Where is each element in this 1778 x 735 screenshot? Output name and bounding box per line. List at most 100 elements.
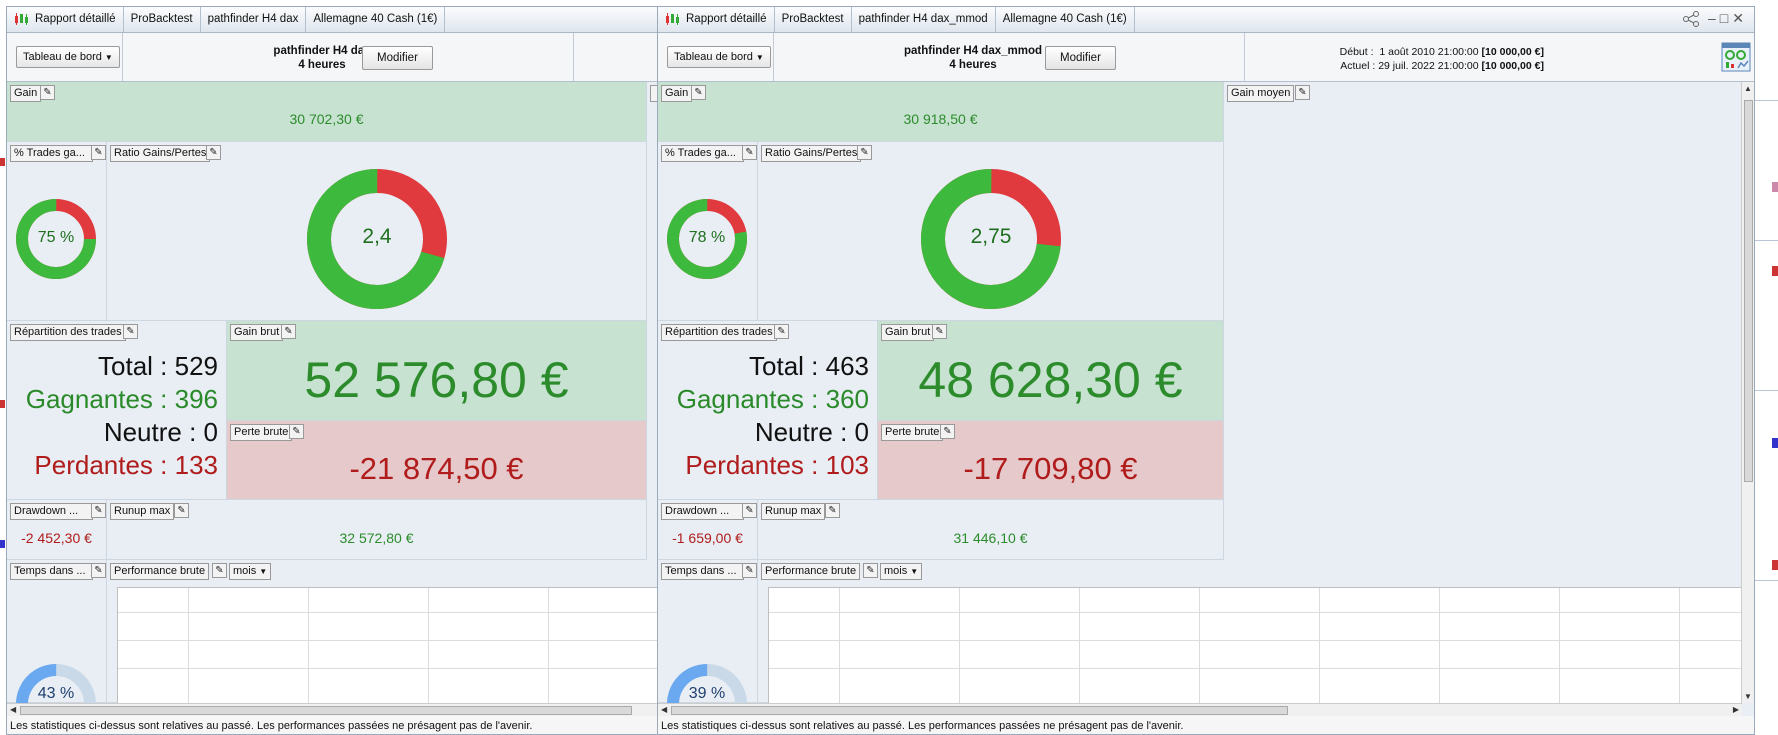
wrench-icon[interactable]: ✎ <box>742 145 757 160</box>
dropdown-arrow-icon: ▼ <box>755 53 764 62</box>
wrench-icon[interactable]: ✎ <box>825 503 840 518</box>
wrench-icon[interactable]: ✎ <box>940 424 955 439</box>
wrench-icon[interactable]: ✎ <box>91 145 106 160</box>
chart-marker <box>1772 438 1778 448</box>
modify-button[interactable]: Modifier <box>1045 46 1116 70</box>
chart-marker <box>0 158 5 166</box>
panel-title: Gain <box>661 85 693 102</box>
wrench-icon[interactable]: ✎ <box>1295 85 1310 100</box>
panel-title: Drawdown ... <box>10 503 93 520</box>
horizontal-scrollbar[interactable]: ◀ ▶ <box>658 703 1742 716</box>
panel-title: Perte brute <box>230 424 293 441</box>
perte-brute-value: -21 874,50 € <box>349 451 524 486</box>
gain-brut-value: 48 628,30 € <box>918 352 1183 408</box>
minimize-icon[interactable]: – <box>1708 10 1720 26</box>
wrench-icon[interactable]: ✎ <box>91 503 106 518</box>
panel-temps: Temps dans ... ✎ 43 % <box>7 560 107 703</box>
tab-rapport-detaille[interactable]: Rapport détaillé <box>658 7 775 32</box>
tab-probacktest[interactable]: ProBacktest <box>775 7 852 32</box>
panel-ratio: Ratio Gains/Pertes ✎ 2,75 <box>758 142 1224 321</box>
scroll-thumb[interactable] <box>671 706 1288 715</box>
panel-repartition: Répartition des trades ✎ Total : 463 Gag… <box>658 321 878 500</box>
vertical-scrollbar[interactable]: ▲ ▼ <box>1741 82 1754 703</box>
ratio-value: 2,4 <box>362 225 392 248</box>
wrench-icon[interactable]: ✎ <box>742 503 757 518</box>
panel-runup: Runup max ✎ 32 572,80 € <box>107 500 647 560</box>
gain-value: 30 702,30 € <box>289 111 364 127</box>
panel-title: Temps dans ... <box>10 563 93 580</box>
horizontal-scrollbar[interactable]: ◀ <box>7 703 657 716</box>
tab-rapport-detaille[interactable]: Rapport détaillé <box>7 7 124 32</box>
report-window-2: Rapport détaillé ProBacktest pathfinder … <box>657 6 1755 735</box>
share-icon[interactable] <box>1682 11 1700 28</box>
tab-instrument[interactable]: Allemagne 40 Cash (1€) <box>996 7 1135 32</box>
panel-temps: Temps dans ... ✎ 39 % <box>658 560 758 703</box>
time-in-market-value: 43 % <box>37 685 75 702</box>
title-bar: Rapport détaillé ProBacktest pathfinder … <box>7 7 657 33</box>
wrench-icon[interactable]: ✎ <box>174 503 189 518</box>
strategy-info: pathfinder H4 dax 4 heures <box>257 44 387 72</box>
losses-row: Perdantes : 103 <box>685 450 869 480</box>
wrench-icon[interactable]: ✎ <box>863 563 878 578</box>
repartition-list: Total : 463 Gagnantes : 360 Neutre : 0 P… <box>677 350 869 482</box>
ratio-donut <box>307 169 447 309</box>
panel-gain-brut: Gain brut ✎ 52 576,80 € <box>227 321 647 421</box>
panel-performance: Performance brute ✎ mois ▼ <box>107 560 657 703</box>
panel-title: Gain moyen <box>1227 85 1295 102</box>
panel-title: % Trades ga... <box>661 145 744 162</box>
dashboard-icon[interactable] <box>1721 42 1751 72</box>
wrench-icon[interactable]: ✎ <box>212 563 227 578</box>
wrench-icon[interactable]: ✎ <box>774 324 789 339</box>
panel-title: % Trades ga... <box>10 145 93 162</box>
panel-drawdown: Drawdown ... ✎ -1 659,00 € <box>658 500 758 560</box>
win-rate-donut <box>16 199 96 279</box>
wrench-icon[interactable]: ✎ <box>40 85 55 100</box>
period-dropdown[interactable]: mois ▼ <box>229 563 272 580</box>
tab-instrument[interactable]: Allemagne 40 Cash (1€) <box>306 7 446 32</box>
wrench-icon[interactable]: ✎ <box>91 563 106 578</box>
dashboard-dropdown[interactable]: Tableau de bord ▼ <box>667 46 771 68</box>
strategy-name: pathfinder H4 dax_mmod <box>903 45 1043 57</box>
wrench-icon[interactable]: ✎ <box>206 145 221 160</box>
panel-title: Temps dans ... <box>661 563 744 580</box>
wrench-icon[interactable]: ✎ <box>123 324 138 339</box>
panel-title: Gain <box>10 85 42 102</box>
dashboard-dropdown[interactable]: Tableau de bord ▼ <box>16 46 120 68</box>
panel-title: Répartition des trades <box>10 324 126 341</box>
wrench-icon[interactable]: ✎ <box>857 145 872 160</box>
wrench-icon[interactable]: ✎ <box>691 85 706 100</box>
tab-probacktest[interactable]: ProBacktest <box>124 7 201 32</box>
chart-marker <box>1772 560 1778 570</box>
maximize-icon[interactable]: □ <box>1719 10 1733 26</box>
modify-button[interactable]: Modifier <box>362 46 433 70</box>
strategy-timeframe: 4 heures <box>949 59 997 71</box>
strategy-info: pathfinder H4 dax_mmod 4 heures <box>893 44 1053 72</box>
tab-strategy[interactable]: pathfinder H4 dax <box>201 7 307 32</box>
panel-title: Performance brute <box>761 563 861 580</box>
background-chart-right <box>1755 0 1778 735</box>
chart-marker <box>0 400 5 408</box>
chart-marker <box>1772 266 1778 276</box>
chart-icon <box>666 12 679 25</box>
chart-marker <box>0 540 5 548</box>
wrench-icon[interactable]: ✎ <box>742 563 757 578</box>
panel-gain: Gain ✎ 30 918,50 € <box>658 82 1224 142</box>
tab-strategy[interactable]: pathfinder H4 dax_mmod <box>852 7 996 32</box>
panel-gain: Gain ✎ 30 702,30 € <box>7 82 647 142</box>
wrench-icon[interactable]: ✎ <box>281 324 296 339</box>
panel-title: Perte brute <box>881 424 944 441</box>
wrench-icon[interactable]: ✎ <box>932 324 947 339</box>
scroll-thumb[interactable] <box>20 706 632 715</box>
toolbar: Tableau de bord ▼ pathfinder H4 dax_mmod … <box>658 33 1754 82</box>
close-icon[interactable]: ✕ <box>1732 10 1748 26</box>
wrench-icon[interactable]: ✎ <box>289 424 304 439</box>
title-bar: Rapport détaillé ProBacktest pathfinder … <box>658 7 1754 33</box>
ratio-value: 2,75 <box>970 225 1012 248</box>
drawdown-value: -2 452,30 € <box>21 530 92 546</box>
win-rate-value: 75 % <box>37 229 75 246</box>
period-dropdown[interactable]: mois ▼ <box>880 563 923 580</box>
win-rate-value: 78 % <box>688 229 726 246</box>
panel-title: Performance brute <box>110 563 210 580</box>
panel-ratio: Ratio Gains/Pertes ✎ 2,4 <box>107 142 647 321</box>
scroll-thumb[interactable] <box>1744 100 1753 482</box>
